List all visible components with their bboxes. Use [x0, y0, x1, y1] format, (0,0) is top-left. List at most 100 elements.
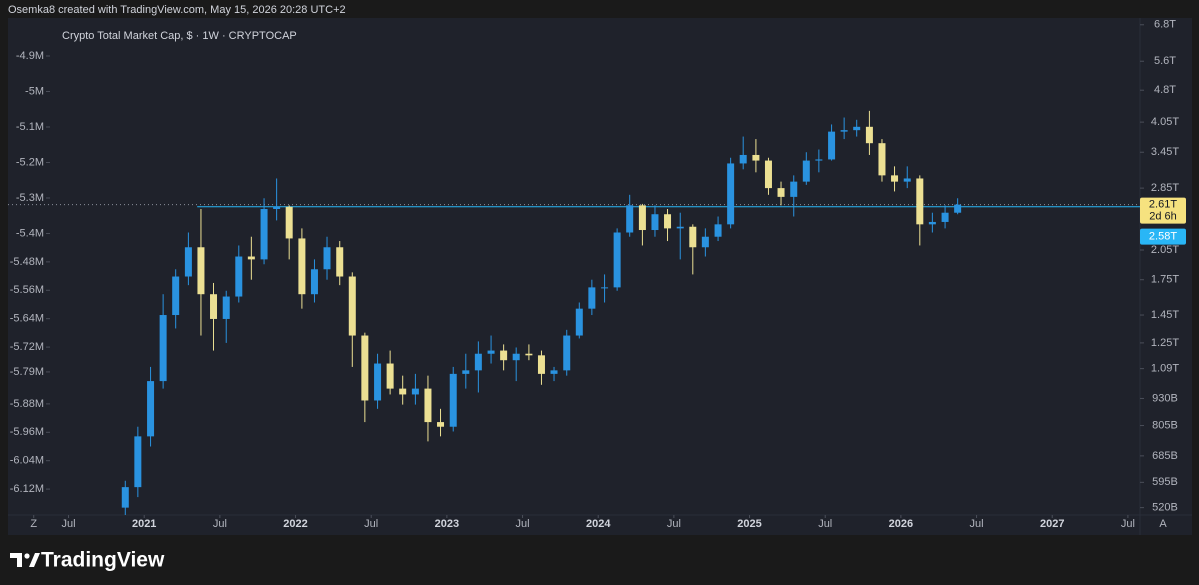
y-tick-label: 520B	[1152, 502, 1178, 514]
candle-body	[260, 208, 268, 260]
candle-body	[764, 160, 772, 189]
x-tick-label: 2024	[586, 518, 611, 530]
x-tick-label: Jul	[818, 518, 832, 530]
y2-tick-label: -5.88M	[10, 398, 44, 410]
y-tick-label: 5.6T	[1154, 55, 1176, 67]
candle-body	[500, 350, 508, 361]
candle-body	[853, 126, 861, 131]
y-tick-label: 2.85T	[1151, 182, 1179, 194]
last-price-box	[1140, 197, 1186, 224]
candle-body	[348, 276, 356, 336]
candle-body	[865, 126, 873, 144]
candle-body	[474, 353, 482, 371]
y-tick-label: 805B	[1152, 419, 1178, 431]
candle-body	[323, 247, 331, 270]
y-tick-label: 685B	[1152, 450, 1178, 462]
candle-body	[941, 212, 949, 222]
candle-body	[903, 178, 911, 182]
y2-tick-label: -6.12M	[10, 483, 44, 495]
x-tick-label: Jul	[970, 518, 984, 530]
candle-body	[601, 287, 609, 289]
x-tick-label: Jul	[62, 518, 76, 530]
y2-tick-label: -4.9M	[16, 50, 44, 62]
y-tick-label: 4.05T	[1151, 116, 1179, 128]
candle-body	[134, 436, 142, 488]
x-tick-label: 2027	[1040, 518, 1064, 530]
logo-dot	[24, 553, 30, 559]
candle-body	[752, 154, 760, 161]
candle-body	[399, 388, 407, 395]
last-price-label: 2.61T	[1149, 199, 1177, 211]
plot-area	[8, 18, 1140, 515]
candle-body	[714, 224, 722, 237]
candle-body	[222, 296, 230, 319]
candle-body	[386, 363, 394, 389]
y2-tick-label: -5.79M	[10, 366, 44, 378]
x-tick-label: Jul	[213, 518, 227, 530]
auto-scale-button[interactable]: A	[1159, 518, 1167, 530]
y-tick-label: 4.8T	[1154, 84, 1176, 96]
candle-body	[437, 422, 445, 427]
x-tick-label: 2021	[132, 518, 156, 530]
candle-body	[121, 487, 129, 508]
candle-body	[916, 178, 924, 225]
y2-tick-label: -5.4M	[16, 227, 44, 239]
candle-body	[739, 154, 747, 164]
candle-body	[878, 143, 886, 176]
x-tick-label: Jul	[667, 518, 681, 530]
header-text: Osemka8 created with TradingView.com, Ma…	[8, 4, 346, 16]
candle-body	[184, 247, 192, 277]
candle-body	[575, 308, 583, 336]
candle-body	[512, 353, 520, 361]
candle-body	[462, 370, 470, 374]
candle-body	[638, 205, 646, 231]
candle-body	[676, 226, 684, 229]
x-tick-label: Jul	[364, 518, 378, 530]
y2-tick-label: -5M	[25, 85, 44, 97]
candle-body	[563, 335, 571, 371]
candle-body	[310, 269, 318, 295]
candle-body	[588, 287, 596, 309]
x-tick-label: 2022	[283, 518, 307, 530]
candle-body	[172, 276, 180, 316]
candle-body	[210, 294, 218, 319]
y2-tick-label: -5.1M	[16, 121, 44, 133]
candle-body	[525, 353, 533, 356]
y-tick-label: 1.45T	[1151, 309, 1179, 321]
x-tick-label: 2023	[435, 518, 459, 530]
candle-body	[298, 238, 306, 295]
y-tick-label: 3.45T	[1151, 146, 1179, 158]
candle-body	[197, 247, 205, 295]
candle-body	[727, 163, 735, 225]
candle-body	[449, 373, 457, 427]
candle-body	[777, 188, 785, 197]
candle-body	[891, 175, 899, 182]
logo-mark	[29, 553, 40, 567]
x-tick-label: 2026	[889, 518, 913, 530]
candles	[8, 110, 1140, 515]
x-tick-label: Z	[30, 518, 37, 530]
candle-body	[954, 204, 962, 213]
candle-body	[285, 206, 293, 239]
price-axis	[1140, 18, 1192, 515]
candle-body	[487, 350, 495, 354]
x-tick-label: 2025	[737, 518, 761, 530]
x-tick-label: Jul	[516, 518, 530, 530]
candle-body	[537, 355, 545, 374]
chart-title: Crypto Total Market Cap, $ · 1W · CRYPTO…	[62, 30, 297, 42]
y-tick-label: 2.05T	[1151, 244, 1179, 256]
candle-body	[411, 388, 419, 395]
y2-tick-label: -5.48M	[10, 256, 44, 268]
candle-body	[802, 160, 810, 182]
candle-body	[147, 381, 155, 437]
candle-body	[374, 363, 382, 401]
y2-tick-label: -5.56M	[10, 284, 44, 296]
y-tick-label: 1.25T	[1151, 337, 1179, 349]
time-axis	[8, 515, 1192, 535]
candle-body	[273, 206, 281, 209]
tradingview-logo: TradingView	[10, 549, 165, 572]
candle-body	[336, 247, 344, 277]
y2-tick-label: -5.64M	[10, 313, 44, 325]
countdown-label: 2d 6h	[1149, 211, 1177, 223]
